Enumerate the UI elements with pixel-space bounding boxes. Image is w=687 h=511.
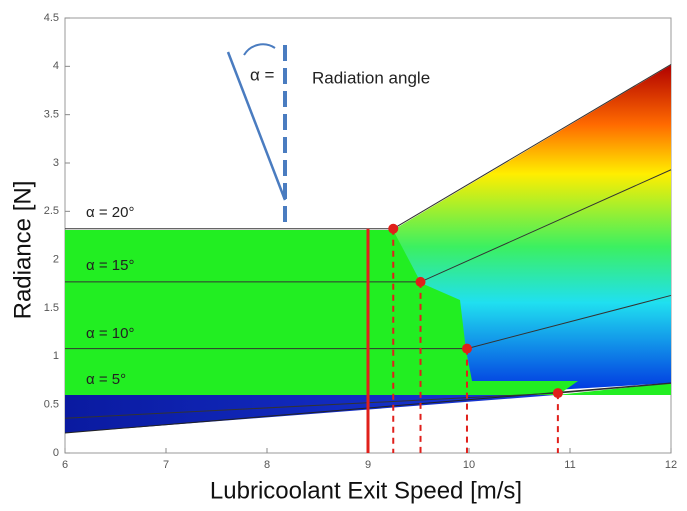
x-tick-label: 6 [62, 459, 68, 471]
annotation: α = [250, 65, 275, 84]
series-label: α = 5° [86, 371, 126, 388]
series-label: α = 15° [86, 257, 134, 274]
y-tick-label: 3.5 [44, 109, 59, 121]
annotation: Radiation angle [312, 68, 430, 87]
blue-region [65, 395, 556, 433]
point [552, 388, 563, 399]
y-tick-label: 4 [53, 60, 59, 72]
x-tick-label: 10 [463, 459, 475, 471]
series-label: α = 20° [86, 204, 134, 221]
y-tick-label: 1.5 [44, 302, 59, 314]
x-tick-label: 12 [665, 459, 677, 471]
point [388, 223, 399, 234]
y-tick-label: 1 [53, 350, 59, 362]
x-tick-label: 8 [264, 459, 270, 471]
point [461, 343, 472, 354]
angle-diagram [226, 51, 287, 201]
angle-arc [243, 43, 276, 56]
x-tick-label: 9 [365, 459, 371, 471]
x-tick-label: 11 [564, 459, 575, 471]
y-tick-label: 4.5 [44, 12, 59, 24]
point [415, 276, 426, 287]
y-axis-label: Radiance [N] [9, 181, 36, 320]
series-label: α = 10° [86, 325, 134, 342]
x-tick-label: 7 [163, 459, 169, 471]
radiance-field [393, 65, 671, 395]
y-tick-label: 0.5 [44, 399, 59, 411]
y-tick-label: 3 [53, 157, 59, 169]
x-axis-label: Lubricoolant Exit Speed [m/s] [210, 477, 522, 504]
y-tick-label: 2 [53, 254, 59, 266]
green-region [65, 230, 578, 395]
y-tick-label: 2.5 [44, 205, 59, 217]
y-tick-label: 0 [53, 447, 59, 459]
